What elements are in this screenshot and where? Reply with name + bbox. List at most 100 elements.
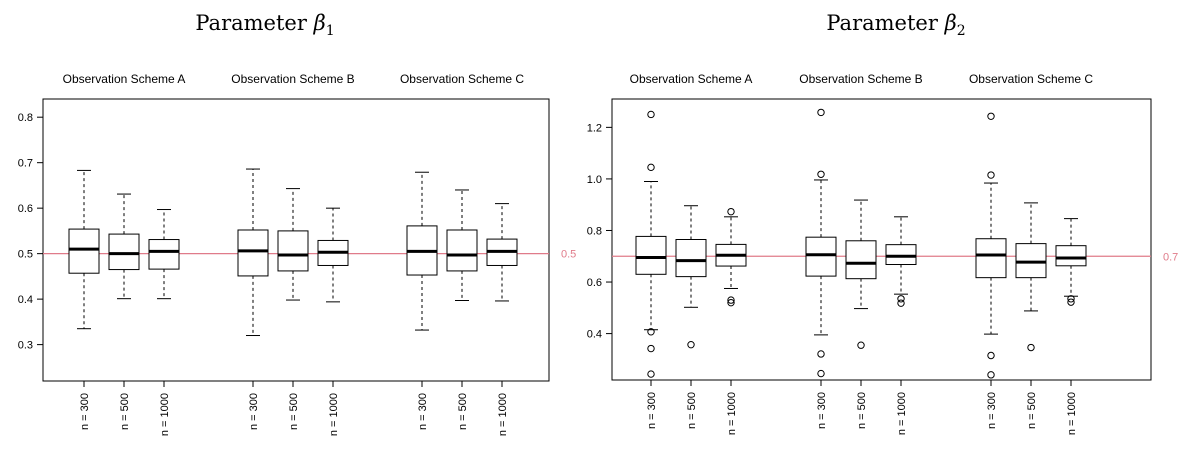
plot-area-beta1: 0.3 0.4 0.5 0.6 0.7 0.8 0.5 Observation Scheme … xyxy=(18,72,577,436)
box: n = 1000 xyxy=(486,203,518,436)
x-tick-label: n = 300 xyxy=(986,392,998,429)
box-iqr xyxy=(805,236,837,277)
box: n = 300 xyxy=(237,168,269,430)
outlier-point xyxy=(687,340,695,349)
scheme-label: Observation Scheme B xyxy=(231,72,354,86)
x-tick-label: n = 300 xyxy=(816,392,828,429)
box-iqr xyxy=(277,230,309,272)
x-tick-label: n = 1000 xyxy=(1066,392,1078,435)
box: n = 300 xyxy=(406,171,438,430)
scheme-label: Observation Scheme B xyxy=(799,72,922,86)
outlier-point xyxy=(647,344,655,353)
x-tick-label: n = 300 xyxy=(79,393,91,430)
box: n = 500 xyxy=(1015,202,1047,429)
y-tick-label: 0.4 xyxy=(587,329,602,341)
y-tick-label: 0.6 xyxy=(587,277,602,289)
panel-title-beta1: Parameter β1 xyxy=(195,11,334,39)
box-iqr xyxy=(1055,245,1087,267)
y-tick-label: 0.8 xyxy=(18,112,33,124)
box-iqr xyxy=(237,229,269,277)
reference-line-label: 0.5 xyxy=(561,249,576,261)
x-tick-label: n = 1000 xyxy=(896,392,908,435)
x-tick-label: n = 500 xyxy=(686,392,698,429)
x-tick-label: n = 1000 xyxy=(159,393,171,436)
outlier-point xyxy=(647,328,655,336)
outlier-point xyxy=(727,298,735,307)
scheme-label: Observation Scheme A xyxy=(63,72,186,86)
outlier-point xyxy=(817,350,825,358)
panel-beta2: Parameter β2 0.4 0.6 0.8 1.0 1.2 0.7 Observati… xyxy=(587,11,1179,435)
outlier-point xyxy=(647,370,655,378)
box: n = 500 xyxy=(446,189,478,430)
box: n = 500 xyxy=(845,199,877,429)
box: n = 300 xyxy=(805,108,837,429)
outlier-point xyxy=(817,369,825,378)
outlier-point xyxy=(1027,343,1035,352)
outlier-point xyxy=(857,341,865,349)
box-iqr xyxy=(446,229,478,272)
outlier-point xyxy=(817,170,825,178)
box: n = 300 xyxy=(975,112,1007,429)
outlier-point xyxy=(987,351,995,360)
outlier-point xyxy=(1067,298,1075,306)
box: n = 1000 xyxy=(715,207,747,435)
plot-area-beta2: 0.4 0.6 0.8 1.0 1.2 0.7 Observation Scheme A Ob… xyxy=(587,72,1179,435)
outlier-point xyxy=(727,207,735,216)
y-tick-label: 0.4 xyxy=(18,294,33,306)
x-tick-label: n = 500 xyxy=(856,392,868,429)
plot-frame xyxy=(611,98,1152,381)
scheme-label: Observation Scheme A xyxy=(630,72,753,86)
outlier-point xyxy=(727,296,735,304)
box: n = 500 xyxy=(108,193,140,430)
y-tick-label: 0.7 xyxy=(18,158,33,170)
x-tick-label: n = 300 xyxy=(248,393,260,430)
box-iqr xyxy=(1015,243,1047,279)
y-tick-label: 0.6 xyxy=(18,203,33,215)
x-tick-label: n = 500 xyxy=(457,393,469,430)
y-tick-label: 0.3 xyxy=(18,340,33,352)
outlier-point xyxy=(987,371,995,379)
scheme-label: Observation Scheme C xyxy=(400,72,524,86)
box-iqr xyxy=(675,239,707,278)
box: n = 1000 xyxy=(148,209,180,436)
outlier-point xyxy=(647,163,655,172)
outlier-point xyxy=(987,171,995,179)
x-tick-label: n = 500 xyxy=(119,393,131,430)
panel-title-beta2: Parameter β2 xyxy=(826,11,965,39)
outlier-point xyxy=(987,112,995,120)
box: n = 1000 xyxy=(317,207,349,436)
plot-frame xyxy=(42,98,550,382)
box-iqr xyxy=(148,239,180,270)
box: n = 300 xyxy=(68,169,100,430)
y-tick-label: 0.8 xyxy=(587,225,602,237)
outlier-point xyxy=(817,108,825,117)
scheme-label: Observation Scheme C xyxy=(969,72,1093,86)
x-tick-label: n = 300 xyxy=(646,392,658,429)
box: n = 1000 xyxy=(885,216,917,435)
box: n = 500 xyxy=(277,188,309,430)
x-tick-label: n = 1000 xyxy=(726,392,738,435)
reference-line-label: 0.7 xyxy=(1163,251,1178,263)
x-tick-label: n = 1000 xyxy=(497,393,509,436)
box: n = 1000 xyxy=(1055,218,1087,435)
box-iqr xyxy=(885,244,917,266)
outlier-point xyxy=(647,110,655,119)
box: n = 500 xyxy=(675,205,707,429)
outlier-point xyxy=(897,295,905,303)
box-iqr xyxy=(635,235,667,275)
y-tick-label: 0.5 xyxy=(18,249,33,261)
box-iqr xyxy=(108,233,140,271)
outlier-point xyxy=(1067,295,1075,303)
box-iqr xyxy=(845,240,877,280)
x-tick-label: n = 1000 xyxy=(328,393,340,436)
box-iqr xyxy=(68,228,100,274)
x-tick-label: n = 500 xyxy=(1026,392,1038,429)
box: n = 300 xyxy=(635,110,667,429)
outlier-point xyxy=(897,299,905,307)
y-tick-label: 1.2 xyxy=(587,122,602,134)
y-tick-label: 1.0 xyxy=(587,174,602,186)
x-tick-label: n = 300 xyxy=(417,393,429,430)
panel-beta1: Parameter β1 0.3 0.4 0.5 0.6 0.7 0.8 0.5 Observ… xyxy=(18,11,577,436)
box-iqr xyxy=(975,238,1007,279)
